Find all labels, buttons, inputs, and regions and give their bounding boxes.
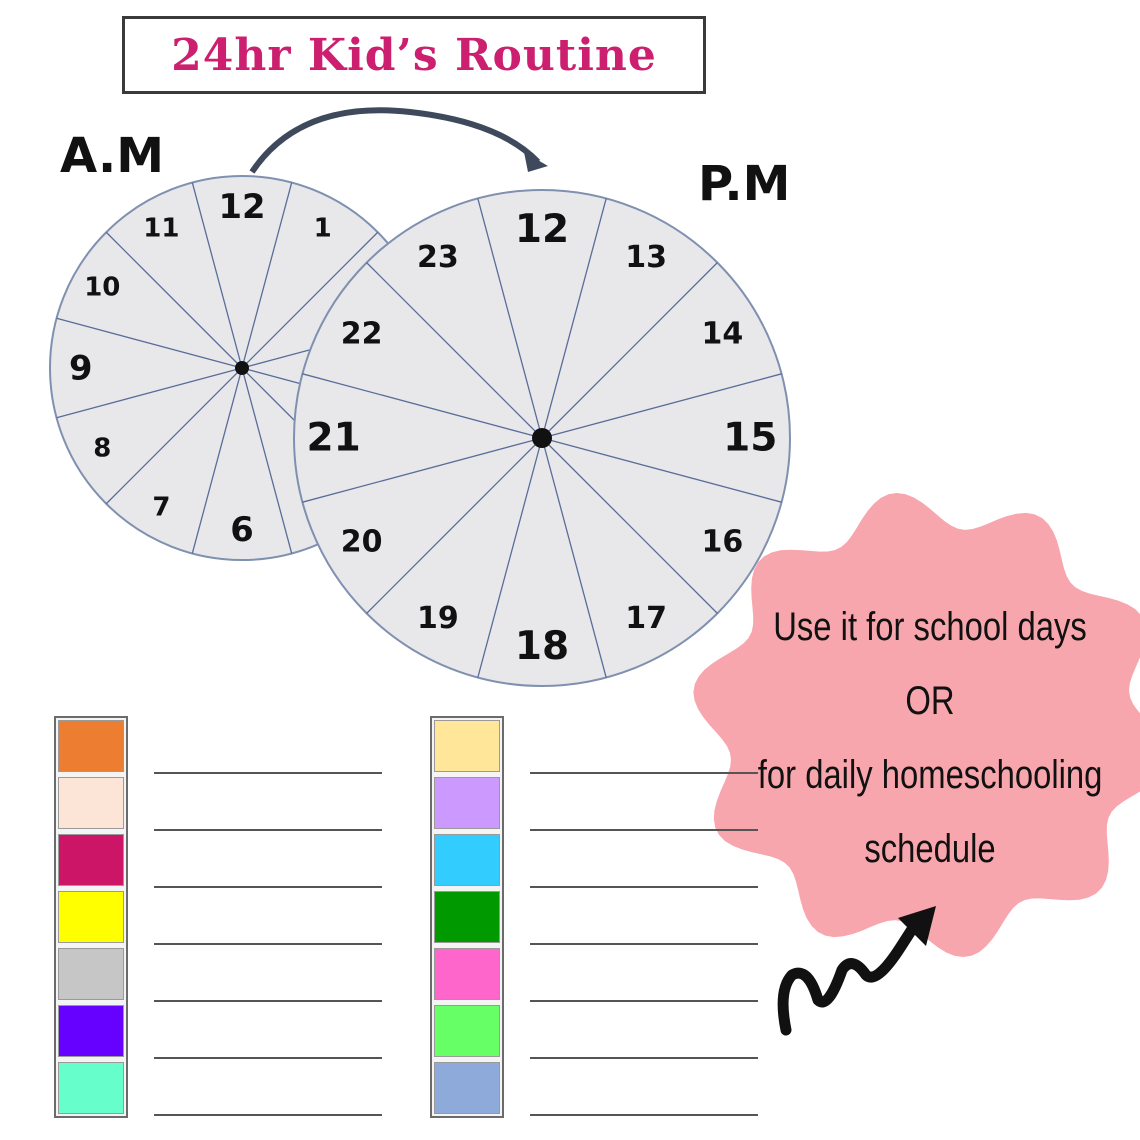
am-color-swatch bbox=[58, 1062, 124, 1114]
pm-divider bbox=[541, 198, 607, 439]
pm-hour-20: 20 bbox=[341, 525, 383, 560]
am-hour-1: 1 bbox=[314, 213, 332, 243]
entry-line bbox=[530, 943, 758, 945]
am-color-swatch bbox=[58, 777, 124, 829]
pm-hour-15: 15 bbox=[723, 416, 777, 461]
entry-line bbox=[154, 1057, 382, 1059]
am-divider bbox=[241, 367, 293, 554]
pm-divider bbox=[366, 437, 543, 614]
am-hour-6: 6 bbox=[230, 510, 254, 549]
entry-line bbox=[530, 772, 758, 774]
am-hour-12: 12 bbox=[218, 187, 265, 226]
pm-hour-14: 14 bbox=[702, 316, 744, 351]
squiggle-arrowhead-icon bbox=[898, 906, 936, 946]
pm-divider bbox=[541, 437, 607, 678]
am-divider bbox=[105, 367, 243, 505]
pm-hour-17: 17 bbox=[625, 601, 667, 636]
pm-clock: 12 13 14 15 16 17 18 19 20 21 22 23 bbox=[293, 189, 791, 687]
pm-color-swatch bbox=[434, 948, 500, 1000]
entry-line bbox=[154, 772, 382, 774]
pm-hour-13: 13 bbox=[625, 240, 667, 275]
pm-hour-22: 22 bbox=[341, 316, 383, 351]
am-color-swatch bbox=[58, 720, 124, 772]
callout-line: for daily homeschooling bbox=[757, 753, 1103, 797]
pm-color-swatch bbox=[434, 1062, 500, 1114]
am-divider bbox=[105, 231, 243, 369]
am-swatch-column bbox=[54, 716, 128, 1118]
title-box: 24hr Kid’s Routine bbox=[122, 16, 706, 94]
pm-color-swatch bbox=[434, 720, 500, 772]
pm-divider bbox=[541, 262, 718, 439]
pm-clock-center bbox=[532, 428, 552, 448]
pm-divider bbox=[477, 437, 543, 678]
callout-line: Use it for school days bbox=[773, 605, 1087, 649]
am-color-swatch bbox=[58, 948, 124, 1000]
pm-label: P.M bbox=[698, 156, 791, 212]
pm-hour-12: 12 bbox=[515, 207, 569, 252]
entry-line bbox=[154, 1000, 382, 1002]
am-divider bbox=[191, 367, 243, 554]
callout-line: schedule bbox=[864, 827, 996, 871]
am-color-swatch bbox=[58, 1005, 124, 1057]
pm-hour-16: 16 bbox=[702, 525, 744, 560]
arrowhead-icon bbox=[524, 152, 548, 172]
am-divider bbox=[191, 182, 243, 369]
pm-color-swatch bbox=[434, 777, 500, 829]
entry-line bbox=[154, 886, 382, 888]
callout-line: OR bbox=[905, 679, 955, 723]
am-divider bbox=[56, 317, 243, 369]
squiggle-arrow-icon bbox=[777, 914, 924, 1036]
pm-divider bbox=[302, 437, 543, 503]
pm-divider bbox=[541, 437, 782, 503]
entry-line bbox=[530, 1057, 758, 1059]
pm-hour-21: 21 bbox=[307, 416, 361, 461]
entry-line bbox=[530, 1000, 758, 1002]
pm-swatch-column bbox=[430, 716, 504, 1118]
am-hour-8: 8 bbox=[93, 434, 111, 464]
pm-divider bbox=[541, 437, 718, 614]
pm-divider bbox=[541, 373, 782, 439]
am-hour-9: 9 bbox=[69, 349, 93, 388]
am-label: A.M bbox=[60, 128, 165, 184]
entry-line bbox=[154, 829, 382, 831]
entry-line bbox=[530, 1114, 758, 1116]
pm-divider bbox=[477, 198, 543, 439]
am-hour-10: 10 bbox=[84, 272, 120, 302]
pm-hour-19: 19 bbox=[417, 601, 459, 636]
am-hour-7: 7 bbox=[152, 493, 170, 523]
am-clock-center bbox=[235, 361, 249, 375]
pm-color-swatch bbox=[434, 1005, 500, 1057]
callout-text: Use it for school days OR for daily home… bbox=[757, 590, 1103, 886]
am-divider bbox=[56, 367, 243, 419]
pm-divider bbox=[302, 373, 543, 439]
page-title: 24hr Kid’s Routine bbox=[171, 29, 657, 81]
am-color-swatch bbox=[58, 891, 124, 943]
am-divider bbox=[241, 231, 379, 369]
entry-line bbox=[530, 886, 758, 888]
am-color-swatch bbox=[58, 834, 124, 886]
entry-line bbox=[154, 1114, 382, 1116]
am-to-pm-arrow-icon bbox=[249, 107, 541, 174]
pm-hour-18: 18 bbox=[515, 624, 569, 669]
pm-hour-23: 23 bbox=[417, 240, 459, 275]
callout-blob bbox=[693, 493, 1140, 957]
pm-color-swatch bbox=[434, 834, 500, 886]
am-hour-11: 11 bbox=[143, 213, 179, 243]
pm-color-swatch bbox=[434, 891, 500, 943]
am-divider bbox=[241, 182, 293, 369]
pm-divider bbox=[366, 262, 543, 439]
entry-line bbox=[154, 943, 382, 945]
entry-line bbox=[530, 829, 758, 831]
